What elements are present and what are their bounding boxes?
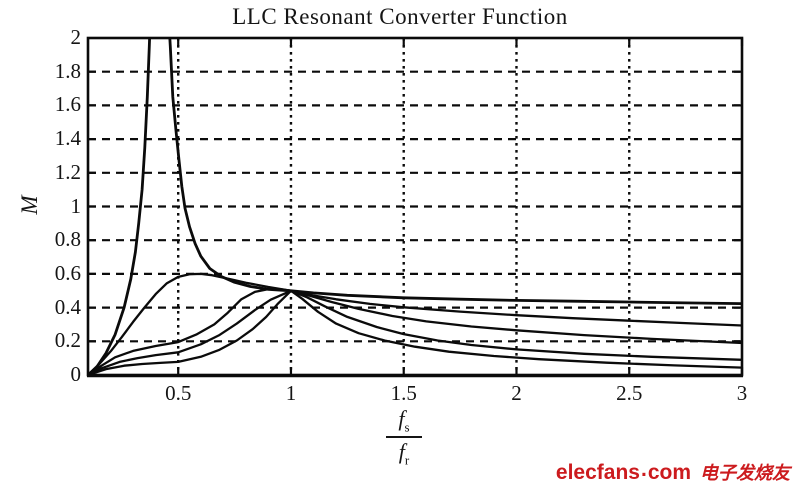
x-tick-label: 1 xyxy=(285,381,297,405)
gain-curve-resonant-peak-offscale xyxy=(88,38,742,375)
gain-curve-broad-peak-1 xyxy=(88,287,742,375)
y-tick-label: 0.2 xyxy=(54,328,81,353)
x-tick-label: 2.5 xyxy=(616,381,643,405)
fraction-bar xyxy=(386,435,422,438)
gain-curve-sharpest-peak-1 xyxy=(88,289,742,375)
gain-curves xyxy=(88,38,742,375)
y-axis-label: M xyxy=(17,195,42,215)
x-axis-label-fraction: fs fr xyxy=(386,406,422,468)
watermark-tld: com xyxy=(647,461,691,484)
fraction-numerator: fs xyxy=(398,406,410,435)
x-tick-label: 1.5 xyxy=(390,381,417,405)
gain-curve-peak-0.6 xyxy=(88,272,742,375)
y-tick-label: 1 xyxy=(70,193,82,218)
y-tick-label: 0.8 xyxy=(54,227,81,252)
y-tick-label: 0.6 xyxy=(54,260,81,285)
fraction-denominator: fr xyxy=(398,438,410,468)
x-tick-label: 2 xyxy=(511,381,522,405)
y-tick-label: 1.4 xyxy=(54,126,81,151)
watermark-dot: . xyxy=(640,458,647,481)
chart-title: LLC Resonant Converter Function xyxy=(232,4,568,29)
watermark-cjk-text: 电子发烧友 xyxy=(700,463,790,483)
x-tick-label: 3 xyxy=(736,381,748,405)
y-tick-label: 0.4 xyxy=(54,294,81,319)
y-tick-label: 2 xyxy=(70,25,82,49)
y-tick-label: 1.8 xyxy=(54,58,81,83)
watermark: elecfans.com 电子发烧友 xyxy=(555,458,790,485)
y-tick-label: 1.6 xyxy=(54,92,81,117)
y-tick-label: 0 xyxy=(70,362,82,386)
tick-marks xyxy=(88,38,744,375)
watermark-brand: elecfans xyxy=(555,461,640,484)
y-tick-label: 1.2 xyxy=(54,159,81,184)
x-tick-label: 0.5 xyxy=(165,381,192,405)
